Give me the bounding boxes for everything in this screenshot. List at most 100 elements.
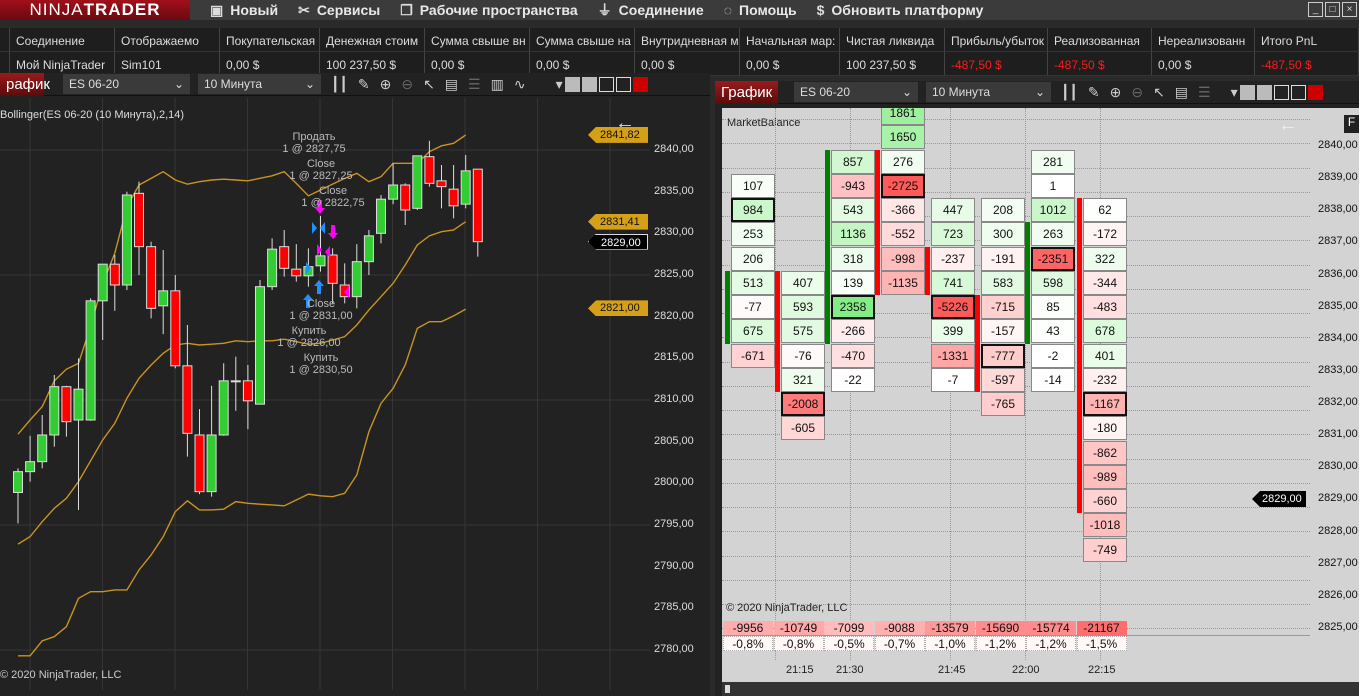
account-row[interactable]: Мой NinjaTrader Sim101 0,00 $100 237,50 $0… (0, 52, 1359, 76)
close-button[interactable] (1307, 84, 1323, 100)
balance-cell: -22 (831, 367, 875, 392)
time-label: 21:15 (786, 664, 814, 676)
dropdown-arrow-icon[interactable]: ▾ (555, 75, 563, 92)
bollinger-middle-line (17, 221, 467, 545)
tile-button[interactable] (564, 76, 580, 92)
interval-dropdown[interactable]: 10 Минута ⌄ (198, 74, 321, 94)
column-header[interactable]: Начальная мар: (740, 28, 840, 51)
column-header[interactable]: Итого PnL (1255, 28, 1359, 51)
back-arrow-icon[interactable]: ← (1278, 114, 1298, 136)
balance-bar (775, 270, 780, 392)
column-header[interactable]: Прибыль/убыток (945, 28, 1048, 51)
maximize-button[interactable]: □ (1325, 2, 1340, 17)
zoom-in-icon[interactable]: ⊕ (1109, 83, 1122, 100)
close-button[interactable]: × (1342, 2, 1357, 17)
tile-button-2[interactable] (1256, 84, 1272, 100)
time-axis[interactable]: 21:15 21:30 21:45 22:00 22:15 (722, 660, 1359, 682)
candle (291, 244, 302, 282)
annotation-fill: 1 @ 2831,00 (289, 310, 353, 322)
maximize-button[interactable] (1290, 84, 1306, 100)
candle-body (242, 380, 253, 402)
volume-icon[interactable]: ▥ (490, 75, 504, 92)
column-header[interactable]: Отображаемо (115, 28, 220, 51)
menu-item-0[interactable]: ▣ Новый (210, 0, 278, 20)
data-box-icon[interactable]: ▤ (444, 75, 459, 92)
instrument-dropdown[interactable]: ES 06-20 ⌄ (794, 82, 918, 102)
menu-item-2[interactable]: ❐ Рабочие пространства (400, 0, 577, 20)
balance-cell: -14 (1031, 367, 1075, 392)
minimize-button[interactable] (1273, 84, 1289, 100)
balance-cell: 62 (1083, 198, 1127, 222)
candle-body (376, 198, 386, 234)
data-box-icon[interactable]: ▤ (1174, 83, 1189, 100)
percent-cell: -0,8% (773, 636, 824, 651)
time-label: 22:15 (1088, 664, 1116, 676)
tree-icon[interactable]: ☰ (468, 75, 481, 92)
balance-bar (825, 149, 830, 344)
balance-cell: -989 (1083, 464, 1127, 489)
interval-dropdown[interactable]: 10 Минута ⌄ (926, 82, 1051, 102)
tree-icon[interactable]: ☰ (1198, 83, 1211, 100)
candle-body (13, 471, 23, 493)
menu-item-1[interactable]: ✂ Сервисы (298, 0, 380, 20)
column-header[interactable]: Внутридневная м (635, 28, 740, 51)
interval-value: 10 Минута (932, 85, 991, 99)
price-label: 2833,00 (1318, 363, 1358, 376)
candle-body (73, 388, 84, 421)
menu-item-4[interactable]: ◌ Помощь (724, 0, 797, 20)
pencil-icon[interactable]: ✎ (357, 75, 370, 92)
grid-cell: Мой NinjaTrader (10, 52, 115, 75)
pointer-icon[interactable]: ↖ (423, 75, 435, 92)
annotation-action: Купить (303, 352, 339, 364)
zoom-out-icon[interactable]: ⊖ (1131, 83, 1144, 100)
column-header[interactable]: Реализованная (1048, 28, 1152, 51)
price-axis[interactable]: F 2840,00 2839,00 2838,00 2837,00 2836,00 283… (1252, 108, 1359, 660)
candlestick-chart[interactable] (0, 98, 650, 690)
balance-cell: 139 (831, 270, 875, 295)
column-header[interactable]: Нереализованн (1152, 28, 1255, 51)
column-header[interactable]: Соединение (10, 28, 115, 51)
bars-icon[interactable]: ┃┃ (331, 75, 348, 92)
chart-tab[interactable]: График (715, 80, 778, 104)
instrument-value: ES 06-20 (800, 85, 851, 99)
dropdown-arrow-icon[interactable]: ▾ (1230, 83, 1238, 100)
balance-cell: 1012 (1031, 198, 1075, 222)
tile-button[interactable] (1239, 84, 1255, 100)
annotation-fill: 1 @ 2827,75 (282, 143, 346, 155)
minimize-button[interactable] (598, 76, 614, 92)
zoom-out-icon[interactable]: ⊖ (401, 75, 414, 92)
column-header[interactable]: Сумма свыше на (530, 28, 635, 51)
column-header[interactable]: Покупательская (220, 28, 320, 51)
total-cell: -15774 (1026, 621, 1076, 636)
candle (85, 298, 96, 421)
column-header[interactable]: Денежная стоим (320, 28, 425, 51)
price-label: 2785,00 (654, 601, 694, 614)
pointer-icon[interactable]: ↖ (1153, 83, 1165, 100)
column-header[interactable]: Сумма свыше вн (425, 28, 530, 51)
balance-cell: 857 (831, 149, 875, 174)
candle-body (97, 263, 108, 302)
column-header[interactable]: Чистая ликвида (840, 28, 945, 51)
main-menu-bar: NINJA TRADER ▣ Новый ✂ Сервисы ❐ Рабочие прост… (0, 0, 1359, 20)
chart-tab[interactable]: рафик (0, 72, 50, 96)
market-balance-panel[interactable]: MarketBalance ← © 2020 NinjaTrader, LLC … (722, 108, 1310, 660)
corner-button[interactable]: F (1344, 115, 1359, 133)
close-button[interactable] (632, 76, 648, 92)
balance-cell: -765 (981, 392, 1025, 416)
instrument-dropdown[interactable]: ES 06-20 ⌄ (63, 74, 190, 94)
balance-cell: 575 (781, 319, 825, 344)
candle (424, 140, 435, 187)
menu-item-5[interactable]: $ Обновить платформу (817, 0, 984, 20)
minimize-button[interactable]: _ (1308, 2, 1323, 17)
copyright: © 2020 NinjaTrader, LLC (726, 602, 848, 614)
maximize-button[interactable] (615, 76, 631, 92)
indicator-icon[interactable]: ∿ (513, 75, 526, 92)
tile-button-2[interactable] (581, 76, 597, 92)
balance-cell: -2008 (781, 392, 825, 416)
menu-item-3[interactable]: ⏚ Соединение (598, 0, 704, 20)
zoom-in-icon[interactable]: ⊕ (379, 75, 392, 92)
scroll-left-icon[interactable] (725, 685, 730, 693)
bars-icon[interactable]: ┃┃ (1061, 83, 1078, 100)
horizontal-scrollbar[interactable] (722, 682, 1359, 696)
pencil-icon[interactable]: ✎ (1087, 83, 1100, 100)
